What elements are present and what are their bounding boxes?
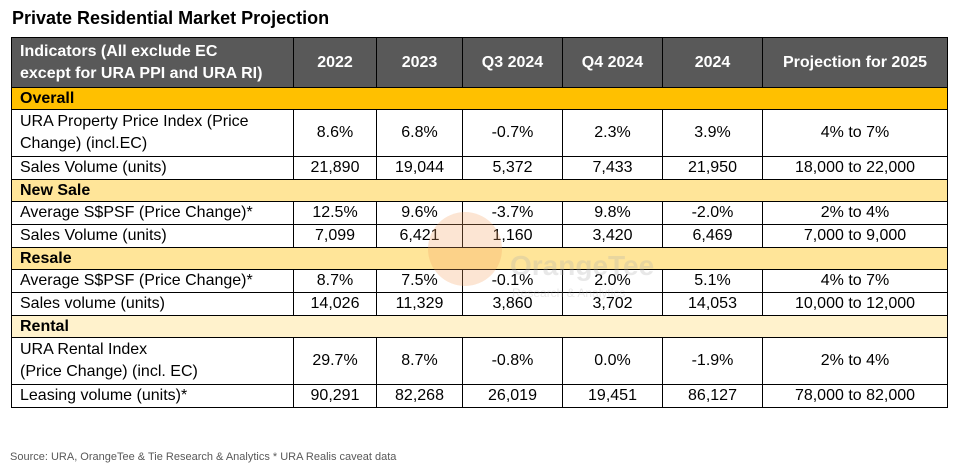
section-overall: Overall	[11, 87, 948, 110]
table-row: Leasing volume (units)* 90,291 82,268 26…	[11, 384, 948, 408]
cell-2022: 90,291	[293, 384, 377, 408]
table-row: URA Rental Index (Price Change) (incl. E…	[11, 337, 948, 385]
cell-2024: 14,053	[662, 292, 763, 316]
projection-table: Indicators (All exclude EC except for UR…	[11, 37, 948, 408]
cell-q4-2024: 19,451	[562, 384, 663, 408]
cell-q3-2024: 3,860	[462, 292, 563, 316]
cell-2024: -2.0%	[662, 201, 763, 225]
row-label: Sales Volume (units)	[11, 156, 294, 180]
cell-2022: 7,099	[293, 224, 377, 248]
cell-q3-2024: -0.7%	[462, 109, 563, 157]
cell-q4-2024: 2.0%	[562, 269, 663, 293]
row-label-line1: URA Rental Index	[20, 341, 148, 358]
cell-projection-2025: 7,000 to 9,000	[762, 224, 948, 248]
row-label: Sales Volume (units)	[11, 224, 294, 248]
cell-q4-2024: 0.0%	[562, 337, 663, 385]
cell-2023: 6.8%	[376, 109, 463, 157]
cell-q4-2024: 2.3%	[562, 109, 663, 157]
cell-2023: 82,268	[376, 384, 463, 408]
cell-projection-2025: 4% to 7%	[762, 109, 948, 157]
cell-2024: -1.9%	[662, 337, 763, 385]
cell-2024: 86,127	[662, 384, 763, 408]
section-rental: Rental	[11, 315, 948, 338]
section-label: Overall	[11, 87, 948, 110]
row-label: Sales volume (units)	[11, 292, 294, 316]
cell-q3-2024: -3.7%	[462, 201, 563, 225]
cell-2022: 29.7%	[293, 337, 377, 385]
cell-projection-2025: 18,000 to 22,000	[762, 156, 948, 180]
header-indicators-line1: Indicators (All exclude EC	[20, 42, 218, 60]
cell-q4-2024: 3,420	[562, 224, 663, 248]
row-label: Average S$PSF (Price Change)*	[11, 201, 294, 225]
row-label: Leasing volume (units)*	[11, 384, 294, 408]
cell-2023: 19,044	[376, 156, 463, 180]
cell-2023: 8.7%	[376, 337, 463, 385]
cell-2023: 6,421	[376, 224, 463, 248]
table-row: Sales volume (units) 14,026 11,329 3,860…	[11, 292, 948, 316]
row-label: URA Property Price Index (Price Change) …	[11, 109, 294, 157]
cell-q3-2024: 5,372	[462, 156, 563, 180]
cell-2024: 5.1%	[662, 269, 763, 293]
table-row: Average S$PSF (Price Change)* 12.5% 9.6%…	[11, 201, 948, 225]
source-note: Source: URA, OrangeTee & Tie Research & …	[10, 451, 397, 463]
section-resale: Resale	[11, 247, 948, 270]
header-2023: 2023	[376, 37, 463, 88]
cell-2024: 21,950	[662, 156, 763, 180]
header-indicators-line2: except for URA PPI and URA RI)	[20, 64, 263, 82]
cell-2022: 8.7%	[293, 269, 377, 293]
cell-2022: 21,890	[293, 156, 377, 180]
table-row: URA Property Price Index (Price Change) …	[11, 109, 948, 157]
section-new-sale: New Sale	[11, 179, 948, 202]
header-projection-2025: Projection for 2025	[762, 37, 948, 88]
table-row: Sales Volume (units) 21,890 19,044 5,372…	[11, 156, 948, 180]
cell-2023: 7.5%	[376, 269, 463, 293]
cell-q3-2024: 1,160	[462, 224, 563, 248]
cell-q4-2024: 9.8%	[562, 201, 663, 225]
cell-2023: 9.6%	[376, 201, 463, 225]
cell-2024: 6,469	[662, 224, 763, 248]
cell-projection-2025: 2% to 4%	[762, 337, 948, 385]
section-label: Resale	[11, 247, 948, 270]
cell-2023: 11,329	[376, 292, 463, 316]
header-2022: 2022	[293, 37, 377, 88]
header-q4-2024: Q4 2024	[562, 37, 663, 88]
header-indicators: Indicators (All exclude EC except for UR…	[11, 37, 294, 88]
cell-q4-2024: 7,433	[562, 156, 663, 180]
row-label: URA Rental Index (Price Change) (incl. E…	[11, 337, 294, 385]
cell-2024: 3.9%	[662, 109, 763, 157]
table-row: Average S$PSF (Price Change)* 8.7% 7.5% …	[11, 269, 948, 293]
row-label: Average S$PSF (Price Change)*	[11, 269, 294, 293]
row-label-line2: Change) (incl.EC)	[20, 135, 148, 152]
cell-projection-2025: 78,000 to 82,000	[762, 384, 948, 408]
header-row: Indicators (All exclude EC except for UR…	[11, 37, 948, 88]
cell-q4-2024: 3,702	[562, 292, 663, 316]
cell-projection-2025: 4% to 7%	[762, 269, 948, 293]
cell-projection-2025: 10,000 to 12,000	[762, 292, 948, 316]
page-title: Private Residential Market Projection	[12, 8, 330, 28]
table-row: Sales Volume (units) 7,099 6,421 1,160 3…	[11, 224, 948, 248]
header-q3-2024: Q3 2024	[462, 37, 563, 88]
cell-projection-2025: 2% to 4%	[762, 201, 948, 225]
section-label: Rental	[11, 315, 948, 338]
cell-q3-2024: -0.1%	[462, 269, 563, 293]
cell-2022: 8.6%	[293, 109, 377, 157]
cell-q3-2024: -0.8%	[462, 337, 563, 385]
row-label-line1: URA Property Price Index (Price	[20, 113, 249, 130]
cell-q3-2024: 26,019	[462, 384, 563, 408]
section-label: New Sale	[11, 179, 948, 202]
cell-2022: 12.5%	[293, 201, 377, 225]
row-label-line2: (Price Change) (incl. EC)	[20, 363, 198, 380]
cell-2022: 14,026	[293, 292, 377, 316]
header-2024: 2024	[662, 37, 763, 88]
